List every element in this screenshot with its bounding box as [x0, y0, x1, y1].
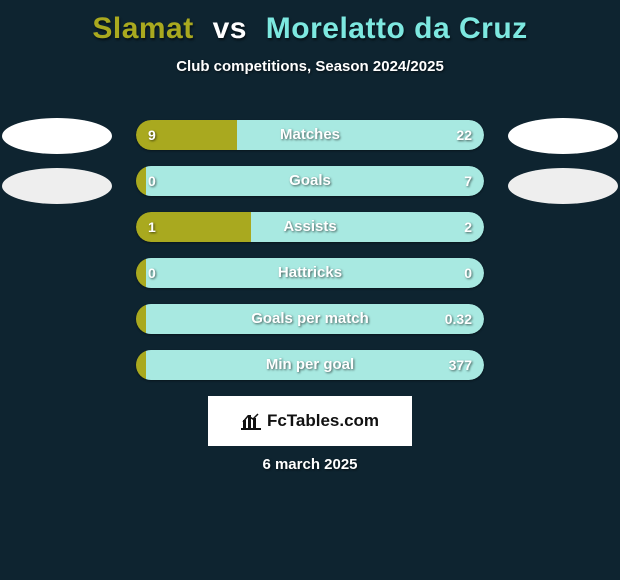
bar-label: Goals per match — [136, 304, 484, 334]
comparison-bars: Matches922Goals07Assists12Hattricks00Goa… — [136, 120, 484, 396]
bar-label: Min per goal — [136, 350, 484, 380]
bar-value-left: 0 — [148, 166, 156, 196]
bar-value-right: 22 — [456, 120, 472, 150]
bar-value-left: 9 — [148, 120, 156, 150]
bar-value-right: 7 — [464, 166, 472, 196]
player1-name: Slamat — [92, 12, 193, 45]
bar-row: Assists1 2 — [136, 212, 484, 242]
avatar-right-2 — [508, 168, 618, 204]
bar-row: Goals per match0.32 — [136, 304, 484, 334]
avatars-right — [508, 118, 618, 218]
avatar-left-2 — [2, 168, 112, 204]
avatars-left — [2, 118, 112, 218]
footer-date: 6 march 2025 — [0, 456, 620, 473]
bar-value-left: 1 — [148, 212, 156, 242]
bar-row: Min per goal377 — [136, 350, 484, 380]
bar-label: Assists — [136, 212, 484, 242]
footer-logo-text: FcTables.com — [267, 411, 379, 431]
bar-value-right: 2 — [464, 212, 472, 242]
bar-label: Goals — [136, 166, 484, 196]
avatar-right-1 — [508, 118, 618, 154]
bar-row: Hattricks0 0 — [136, 258, 484, 288]
bar-label: Hattricks — [136, 258, 484, 288]
page-title: Slamat vs Morelatto da Cruz — [0, 0, 620, 46]
bar-row: Goals0 7 — [136, 166, 484, 196]
chart-icon — [241, 412, 261, 430]
bar-label: Matches — [136, 120, 484, 150]
avatar-left-1 — [2, 118, 112, 154]
footer-logo: FcTables.com — [208, 396, 412, 446]
bar-value-left: 0 — [148, 258, 156, 288]
player2-name: Morelatto da Cruz — [266, 12, 528, 45]
vs-label: vs — [213, 12, 247, 45]
bar-row: Matches9 22 — [136, 120, 484, 150]
subtitle: Club competitions, Season 2024/2025 — [0, 58, 620, 75]
bar-value-right: 0.32 — [445, 304, 472, 334]
bar-value-right: 0 — [464, 258, 472, 288]
bar-value-right: 377 — [449, 350, 472, 380]
